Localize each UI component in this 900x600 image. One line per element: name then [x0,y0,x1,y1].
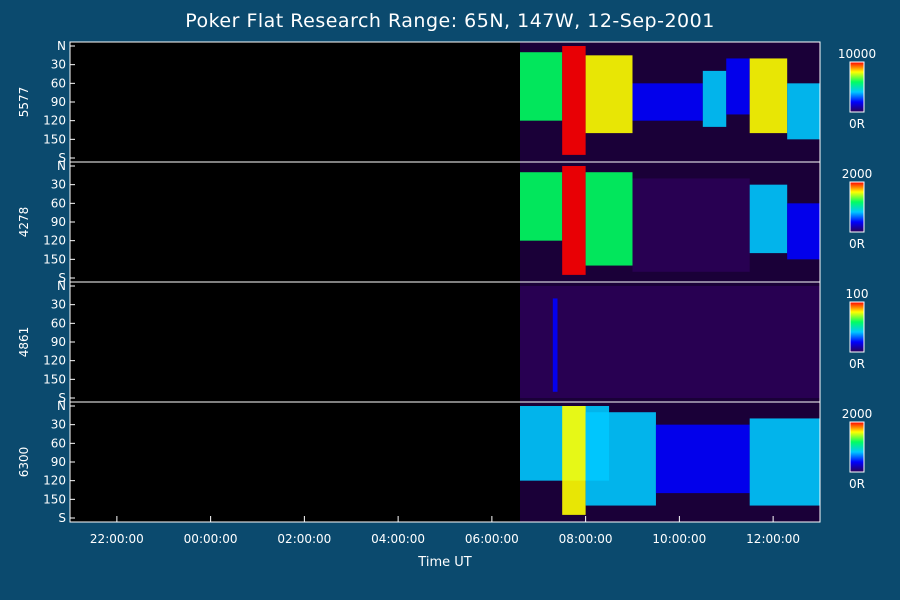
y-tick-label: S [58,511,66,525]
colorbar-max-label: 2000 [842,167,873,181]
y-tick-label: 90 [51,455,66,469]
emission-region [787,203,820,260]
colorbar-max-label: 2000 [842,407,873,421]
y-tick-label: 150 [43,132,66,146]
colorbar [849,61,865,113]
y-tick-label: 90 [51,335,66,349]
y-tick-label: 30 [51,178,66,192]
emission-region [749,58,788,134]
y-tick-label: N [57,279,66,293]
emission-region [585,172,633,266]
y-tick-label: 90 [51,95,66,109]
y-tick-label: 120 [43,354,66,368]
y-tick-label: N [57,399,66,413]
colorbar-min-label: 0R [849,117,865,131]
emission-region [726,58,750,115]
x-tick-label: 10:00:00 [652,532,706,546]
y-tick-label: 30 [51,418,66,432]
y-tick-label: 150 [43,492,66,506]
emission-region [520,172,563,241]
y-tick-label: S [58,391,66,405]
y-tick-label: 150 [43,252,66,266]
y-tick-label: 120 [43,474,66,488]
colorbar-max-label: 10000 [838,47,876,61]
emission-region [702,70,727,127]
y-tick-label: S [58,151,66,165]
emission-region [632,83,703,121]
colorbar [849,181,865,233]
colorbar-min-label: 0R [849,477,865,491]
colorbar [849,301,865,353]
emission-region [552,298,558,392]
colorbar [849,421,865,473]
x-tick-label: 12:00:00 [746,532,800,546]
panel-label: 4861 [17,327,31,358]
emission-region [520,286,820,398]
y-tick-label: 60 [51,436,66,450]
y-tick-label: N [57,159,66,173]
x-tick-label: 08:00:00 [559,532,613,546]
emission-region [585,55,633,134]
emission-region [655,424,750,494]
x-tick-label: 00:00:00 [184,532,238,546]
y-tick-label: S [58,271,66,285]
panel-label: 6300 [17,447,31,478]
emission-region [585,412,656,506]
emission-region [749,418,820,506]
colorbar-min-label: 0R [849,357,865,371]
y-tick-label: 120 [43,234,66,248]
y-tick-label: 60 [51,196,66,210]
y-tick-label: 60 [51,76,66,90]
y-tick-label: 30 [51,298,66,312]
y-tick-label: 150 [43,372,66,386]
emission-region [562,166,586,275]
colorbar-min-label: 0R [849,237,865,251]
x-tick-label: 06:00:00 [465,532,519,546]
emission-region [632,178,750,272]
colorbar-max-label: 100 [846,287,869,301]
panel-label: 4278 [17,207,31,238]
x-tick-label: 22:00:00 [90,532,144,546]
emission-region [520,52,563,121]
x-tick-label: 02:00:00 [277,532,331,546]
y-tick-label: 90 [51,215,66,229]
y-tick-label: N [57,39,66,53]
chart-title: Poker Flat Research Range: 65N, 147W, 12… [185,10,715,32]
x-tick-label: 04:00:00 [371,532,425,546]
emission-region [562,46,586,155]
y-tick-label: 60 [51,316,66,330]
y-tick-label: 120 [43,114,66,128]
x-axis-label: Time UT [418,555,472,570]
emission-region [749,184,788,254]
y-tick-label: 30 [51,58,66,72]
emission-region [787,83,820,140]
emission-region [562,406,586,515]
panel-label: 5577 [17,87,31,118]
